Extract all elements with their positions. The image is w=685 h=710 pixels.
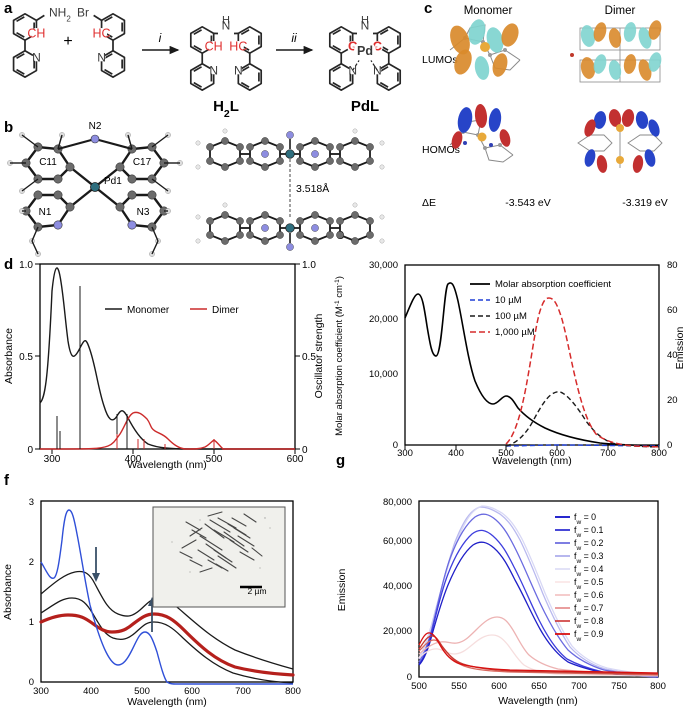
svg-text:40,000: 40,000 xyxy=(383,581,412,592)
svg-text:0: 0 xyxy=(667,440,672,451)
svg-text:Pd: Pd xyxy=(357,44,373,58)
svg-text:700: 700 xyxy=(571,681,587,692)
svg-text:700: 700 xyxy=(235,686,251,697)
svg-text:N: N xyxy=(32,50,41,64)
svg-text:fw = 0.8: fw = 0.8 xyxy=(574,616,604,630)
svg-text:N: N xyxy=(222,18,231,32)
svg-text:HC: HC xyxy=(93,27,111,41)
svg-text:i: i xyxy=(159,31,162,45)
svg-text:C17: C17 xyxy=(133,157,152,168)
svg-text:60,000: 60,000 xyxy=(383,536,412,547)
svg-text:fw = 0.6: fw = 0.6 xyxy=(574,590,604,604)
svg-text:Dimer: Dimer xyxy=(605,5,636,17)
svg-text:-3.543 eV: -3.543 eV xyxy=(505,197,551,209)
svg-text:Absorbance: Absorbance xyxy=(3,328,15,384)
svg-text:C11: C11 xyxy=(39,157,57,168)
svg-text:1,000 µM: 1,000 µM xyxy=(495,327,535,338)
svg-text:Oscillator strength: Oscillator strength xyxy=(313,314,325,399)
svg-text:HC: HC xyxy=(229,40,247,54)
svg-text:PdL: PdL xyxy=(351,98,379,115)
svg-text:N: N xyxy=(209,63,218,77)
svg-text:fw = 0: fw = 0 xyxy=(574,512,596,526)
svg-text:1.0: 1.0 xyxy=(302,260,316,271)
svg-text:N: N xyxy=(234,63,243,77)
svg-text:300: 300 xyxy=(33,686,49,697)
svg-text:80: 80 xyxy=(667,260,678,271)
svg-text:0.5: 0.5 xyxy=(19,352,33,363)
svg-text:1: 1 xyxy=(29,617,34,628)
svg-text:N3: N3 xyxy=(137,207,150,218)
svg-text:600: 600 xyxy=(287,454,304,465)
svg-text:80,000: 80,000 xyxy=(383,497,412,508)
svg-text:fw = 0.9: fw = 0.9 xyxy=(574,629,604,643)
svg-text:500: 500 xyxy=(206,454,223,465)
svg-text:Molar absorption coefficient (: Molar absorption coefficient (M-1 cm-1) xyxy=(334,276,346,436)
svg-text:CH: CH xyxy=(27,27,45,41)
svg-text:20,000: 20,000 xyxy=(369,314,398,325)
svg-text:800: 800 xyxy=(285,686,301,697)
svg-text:ΔE: ΔE xyxy=(422,197,436,209)
svg-text:10 µM: 10 µM xyxy=(495,295,522,306)
svg-text:-3.319 eV: -3.319 eV xyxy=(622,197,668,209)
svg-text:Br: Br xyxy=(77,5,89,19)
svg-text:+: + xyxy=(63,33,72,50)
svg-text:Wavelength (nm): Wavelength (nm) xyxy=(127,696,207,708)
svg-text:fw = 0.2: fw = 0.2 xyxy=(574,538,604,552)
svg-text:Wavelength (nm): Wavelength (nm) xyxy=(127,459,207,471)
svg-text:20,000: 20,000 xyxy=(383,626,412,637)
svg-text:3: 3 xyxy=(29,497,34,508)
svg-text:30,000: 30,000 xyxy=(369,260,398,271)
svg-text:CH: CH xyxy=(205,40,223,54)
svg-text:2: 2 xyxy=(29,557,34,568)
svg-text:fw = 0.7: fw = 0.7 xyxy=(574,603,604,617)
svg-text:fw = 0.4: fw = 0.4 xyxy=(574,564,604,578)
svg-text:Dimer: Dimer xyxy=(212,305,239,316)
svg-text:H2L: H2L xyxy=(213,98,239,118)
svg-text:800: 800 xyxy=(650,681,666,692)
svg-text:LUMOs: LUMOs xyxy=(422,54,458,66)
svg-text:300: 300 xyxy=(44,454,61,465)
svg-text:Emission: Emission xyxy=(336,569,348,612)
svg-text:60: 60 xyxy=(667,305,678,316)
svg-text:NH2: NH2 xyxy=(49,5,71,23)
svg-text:N2: N2 xyxy=(89,121,102,132)
svg-text:400: 400 xyxy=(83,686,99,697)
svg-text:Monomer: Monomer xyxy=(464,5,513,17)
svg-text:fw = 0.3: fw = 0.3 xyxy=(574,551,604,565)
svg-text:ii: ii xyxy=(291,31,297,45)
svg-text:N1: N1 xyxy=(39,207,52,218)
svg-text:600: 600 xyxy=(491,681,507,692)
svg-text:500: 500 xyxy=(411,681,427,692)
svg-text:Wavelength (nm): Wavelength (nm) xyxy=(498,695,578,707)
svg-text:10,000: 10,000 xyxy=(369,369,398,380)
svg-text:Monomer: Monomer xyxy=(127,305,170,316)
svg-text:3.518Å: 3.518Å xyxy=(296,182,329,195)
svg-text:fw = 0.1: fw = 0.1 xyxy=(574,525,604,539)
svg-text:100 µM: 100 µM xyxy=(495,311,527,322)
svg-text:Pd1: Pd1 xyxy=(104,176,122,187)
svg-text:Absorbance: Absorbance xyxy=(2,564,14,620)
svg-text:N: N xyxy=(361,18,370,32)
svg-text:550: 550 xyxy=(451,681,467,692)
svg-text:20: 20 xyxy=(667,395,678,406)
svg-text:Molar absorption coefficient: Molar absorption coefficient xyxy=(495,279,611,290)
svg-text:1.0: 1.0 xyxy=(19,260,33,271)
svg-text:fw = 0.5: fw = 0.5 xyxy=(574,577,604,591)
svg-text:N: N xyxy=(97,50,106,64)
svg-text:750: 750 xyxy=(611,681,627,692)
svg-text:0: 0 xyxy=(27,445,33,456)
svg-text:Emission: Emission xyxy=(674,327,685,370)
svg-text:650: 650 xyxy=(531,681,547,692)
